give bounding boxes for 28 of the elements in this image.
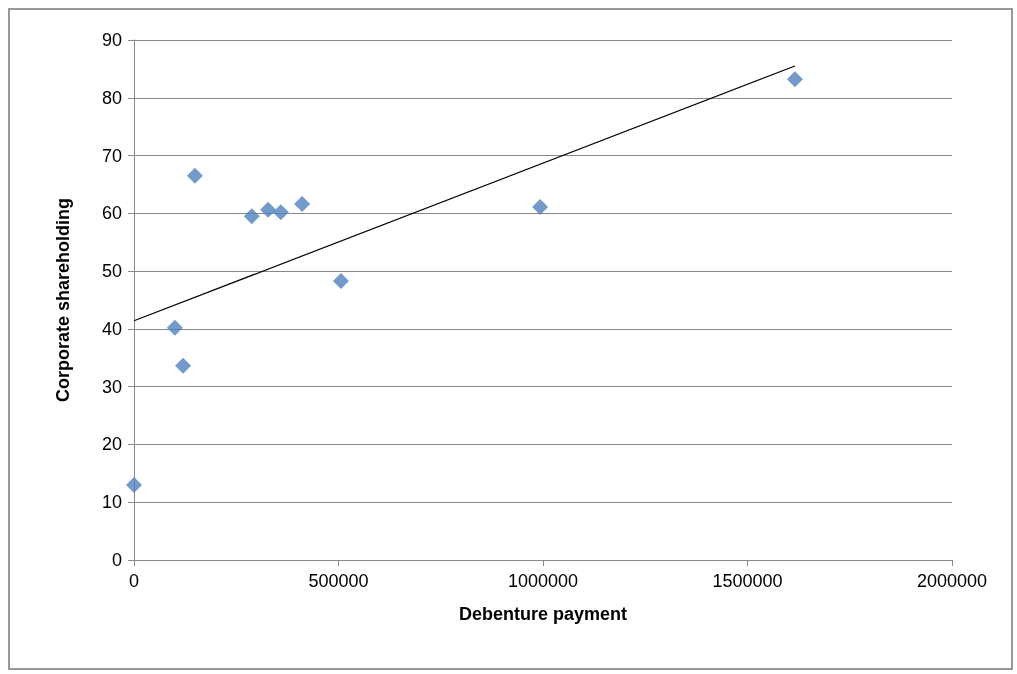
y-tick-label: 50: [101, 261, 122, 282]
y-tick-label: 10: [101, 492, 122, 513]
y-tick-label: 0: [111, 550, 122, 570]
point: [294, 196, 311, 213]
point: [126, 476, 142, 493]
x-tick-label: 500000: [308, 571, 369, 591]
point: [260, 201, 277, 218]
y-tick-label: 80: [101, 87, 122, 108]
point: [243, 208, 260, 225]
point: [186, 167, 203, 184]
x-tick-label: 1000000: [507, 571, 579, 591]
y-tick-label: 30: [101, 376, 122, 397]
point: [786, 71, 803, 88]
x-tick-label: 0: [128, 571, 140, 591]
x-tick-label: 1500000: [712, 571, 783, 591]
y-tick-label: 20: [101, 434, 122, 455]
point: [166, 319, 183, 336]
y-tick-label: 60: [101, 203, 122, 224]
x-axis-title: Debenture payment: [458, 604, 628, 624]
point: [175, 357, 192, 374]
point: [332, 272, 349, 289]
y-axis-title: Corporate shareholding: [53, 197, 73, 403]
y-tick-label: 40: [101, 318, 122, 339]
point: [532, 198, 549, 215]
x-tick-label: 2000000: [916, 571, 988, 591]
y-tick-label: 90: [101, 30, 122, 50]
y-tick-label: 70: [101, 145, 122, 166]
point: [272, 204, 289, 221]
